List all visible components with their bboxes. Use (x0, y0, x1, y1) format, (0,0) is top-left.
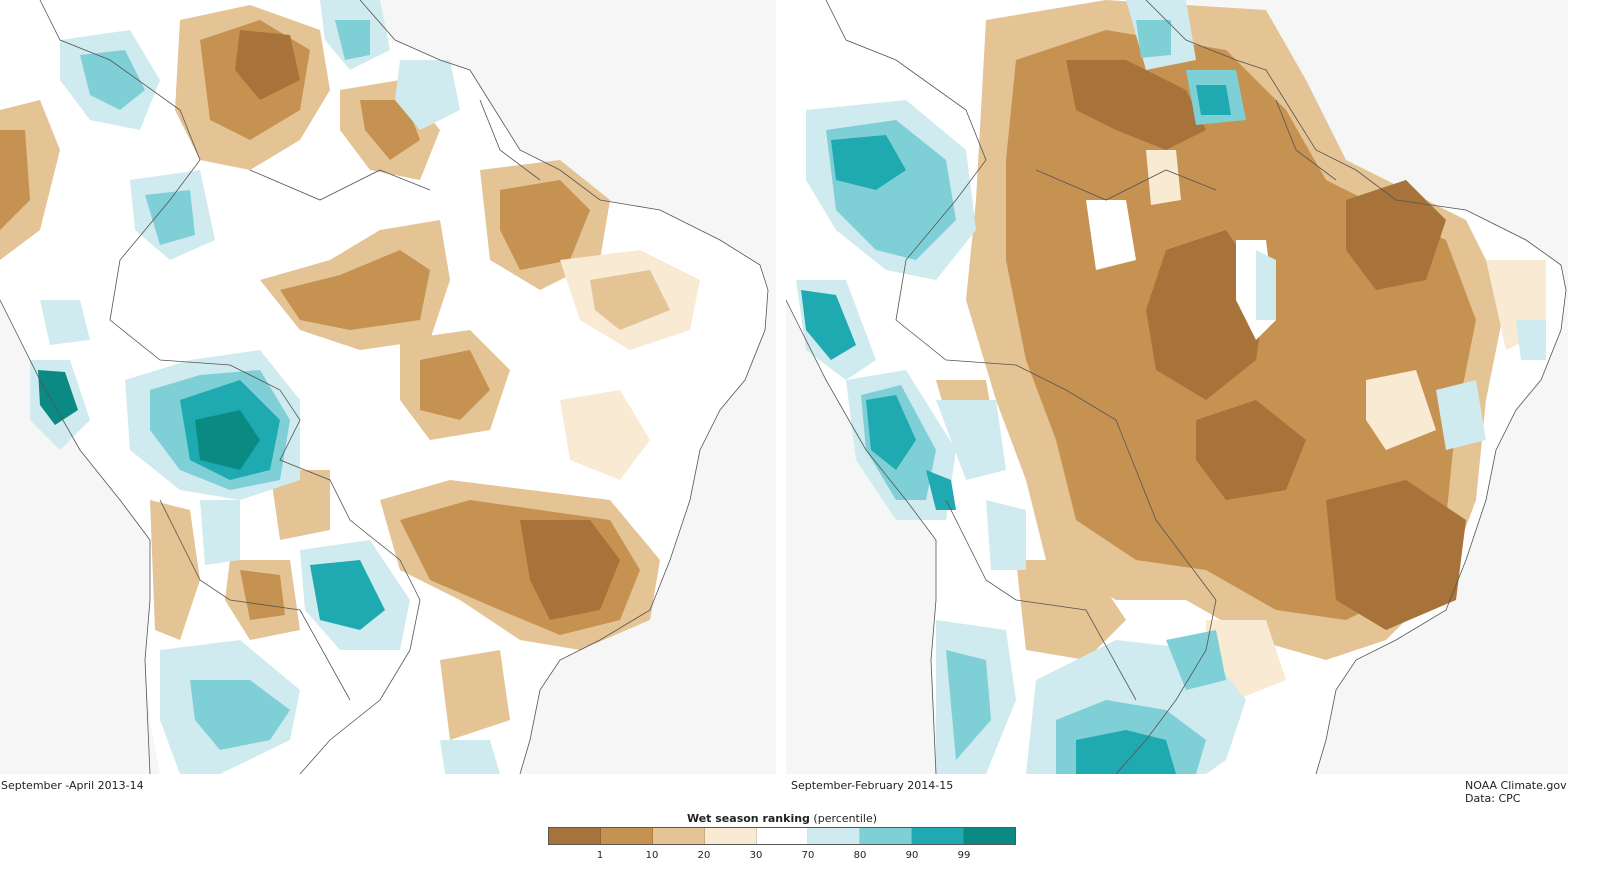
left-map-caption: September -April 2013-14 (1, 779, 144, 792)
legend-swatch (600, 828, 653, 844)
country-borders (0, 0, 769, 774)
credit-data: Data: CPC (1465, 792, 1521, 805)
legend-title: Wet season ranking (percentile) (548, 812, 1016, 825)
legend-swatch (756, 828, 809, 844)
map-panel-2013-14 (0, 0, 776, 774)
precipitation-map-2013-14 (0, 0, 776, 774)
legend-swatch (704, 828, 757, 844)
legend-tick-label: 80 (853, 850, 867, 861)
wet-anomaly-regions (796, 0, 1546, 774)
legend-tick-label: 1 (596, 850, 604, 861)
legend-tick-label: 20 (697, 850, 711, 861)
legend-tick-label: 30 (749, 850, 763, 861)
dry-anomaly-regions (936, 0, 1546, 700)
legend-tick-label: 10 (645, 850, 659, 861)
legend-color-bar (548, 827, 1016, 845)
legend-tick-label: 99 (957, 850, 971, 861)
wet-anomaly-regions (30, 0, 500, 774)
legend-tick-label: 70 (801, 850, 815, 861)
legend-title-unit: (percentile) (809, 812, 878, 825)
legend-tick-label: 90 (905, 850, 919, 861)
legend-swatch (652, 828, 705, 844)
legend-swatch (964, 828, 1016, 844)
legend-title-bold: Wet season ranking (686, 812, 810, 825)
right-map-caption: September-February 2014-15 (791, 779, 954, 792)
legend-swatch (860, 828, 913, 844)
credit-source: NOAA Climate.gov (1465, 779, 1567, 792)
credit-block: NOAA Climate.gov Data: CPC (1465, 779, 1567, 805)
legend-swatch (549, 828, 601, 844)
precipitation-map-2014-15 (786, 0, 1568, 774)
country-borders (786, 0, 1567, 774)
map-panel-2014-15 (786, 0, 1568, 774)
legend-swatch (808, 828, 861, 844)
legend-swatch (912, 828, 965, 844)
